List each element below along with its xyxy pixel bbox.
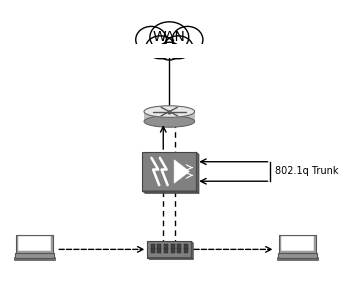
FancyBboxPatch shape xyxy=(281,236,314,251)
FancyBboxPatch shape xyxy=(164,248,168,253)
Polygon shape xyxy=(143,191,199,193)
FancyBboxPatch shape xyxy=(16,234,53,253)
Polygon shape xyxy=(174,160,189,183)
Ellipse shape xyxy=(144,116,194,127)
FancyBboxPatch shape xyxy=(144,112,194,121)
FancyBboxPatch shape xyxy=(150,243,193,259)
FancyBboxPatch shape xyxy=(151,248,155,253)
Polygon shape xyxy=(191,241,193,259)
Polygon shape xyxy=(196,152,199,193)
FancyBboxPatch shape xyxy=(177,248,181,253)
FancyBboxPatch shape xyxy=(14,253,54,258)
FancyBboxPatch shape xyxy=(143,152,196,191)
Text: 802.1q Trunk: 802.1q Trunk xyxy=(274,166,338,176)
Ellipse shape xyxy=(158,42,181,60)
Ellipse shape xyxy=(146,36,175,59)
FancyBboxPatch shape xyxy=(18,236,51,251)
FancyBboxPatch shape xyxy=(279,234,316,253)
FancyBboxPatch shape xyxy=(157,244,161,249)
FancyBboxPatch shape xyxy=(171,248,175,253)
Ellipse shape xyxy=(150,22,189,52)
Ellipse shape xyxy=(172,26,203,53)
FancyBboxPatch shape xyxy=(278,253,317,258)
Ellipse shape xyxy=(144,106,194,117)
FancyBboxPatch shape xyxy=(177,244,181,249)
FancyBboxPatch shape xyxy=(147,241,191,258)
FancyBboxPatch shape xyxy=(277,257,318,260)
FancyBboxPatch shape xyxy=(184,244,188,249)
Ellipse shape xyxy=(164,36,193,59)
Polygon shape xyxy=(147,258,193,259)
FancyBboxPatch shape xyxy=(171,244,175,249)
Ellipse shape xyxy=(136,26,166,53)
Text: WAN: WAN xyxy=(153,29,186,44)
FancyBboxPatch shape xyxy=(151,244,155,249)
FancyBboxPatch shape xyxy=(145,154,199,193)
FancyBboxPatch shape xyxy=(135,44,204,58)
FancyBboxPatch shape xyxy=(164,244,168,249)
FancyBboxPatch shape xyxy=(184,248,188,253)
FancyBboxPatch shape xyxy=(14,257,55,260)
FancyBboxPatch shape xyxy=(157,248,161,253)
